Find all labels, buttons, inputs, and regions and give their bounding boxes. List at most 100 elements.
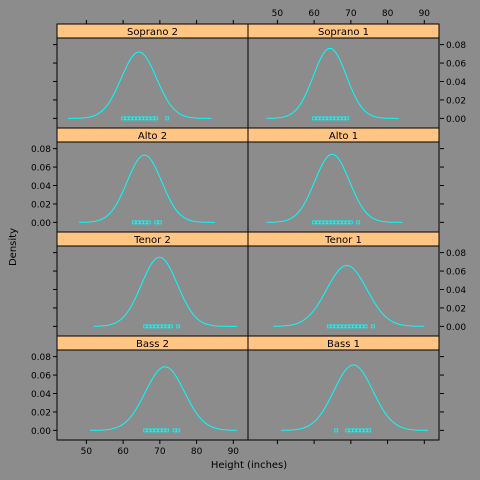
data-point-soprano-1-3 [323,116,328,121]
data-point-alto-2-2 [139,220,144,225]
panel-frame-alto-1 [247,127,440,233]
data-point-tenor-1-10 [363,324,368,329]
density-curve-bass-2 [90,366,237,431]
data-point-tenor-2-1 [146,324,151,329]
data-point-alto-1-8 [341,220,346,225]
data-point-alto-1-7 [337,220,342,225]
data-point-tenor-2-2 [150,324,155,329]
panel-soprano-2: Soprano 2 [56,23,249,129]
panel-alto-2: Alto 2 [56,127,249,233]
y-tick-label-bass-2-0: 0.00 [31,427,51,437]
data-point-bass-2-3 [154,428,159,433]
y-tick-label-soprano-1-2: 0.04 [446,78,466,88]
data-point-bass-2-6 [165,428,170,433]
panel-frame-tenor-1 [247,231,440,337]
y-tick-label-bass-2-1: 0.02 [31,408,51,418]
data-point-alto-1-9 [345,220,350,225]
panel-strip-label-tenor-1: Tenor 1 [324,235,362,246]
data-point-bass-2-5 [161,428,166,433]
data-point-bass-2-7 [172,428,177,433]
data-point-soprano-2-10 [165,116,170,121]
data-point-soprano-2-4 [135,116,140,121]
panel-strip-label-bass-1: Bass 1 [327,339,360,350]
data-point-soprano-1-2 [319,116,324,121]
data-point-bass-1-4 [356,428,361,433]
data-point-soprano-1-7 [337,116,342,121]
y-tick-label-tenor-1-4: 0.08 [446,249,466,259]
data-point-soprano-1-6 [334,116,339,121]
data-point-tenor-1-11 [370,324,375,329]
data-point-soprano-2-5 [139,116,144,121]
data-point-alto-2-0 [132,220,137,225]
data-point-tenor-1-2 [334,324,339,329]
data-point-tenor-2-5 [161,324,166,329]
panel-strip-label-soprano-1: Soprano 1 [318,27,369,38]
panel-frame-soprano-2 [56,23,249,129]
panel-frame-bass-2 [56,335,249,441]
data-point-bass-1-7 [367,428,372,433]
panels-layer: Soprano 2 Soprano 1 Alto 2 Alto 1 Tenor 2 Ten… [56,23,440,441]
y-axis-label: Density [8,228,19,266]
panel-soprano-1: Soprano 1 [247,23,440,129]
x-tick-label-top-4: 90 [419,9,431,19]
density-curve-tenor-1 [273,264,425,327]
data-point-tenor-2-4 [157,324,162,329]
data-point-soprano-1-9 [345,116,350,121]
panel-strip-label-alto-2: Alto 2 [138,131,167,142]
data-point-soprano-1-5 [330,116,335,121]
y-tick-label-bass-2-3: 0.06 [31,372,51,382]
x-tick-label-bottom-2: 70 [154,447,166,457]
panel-bass-2: Bass 2 [56,335,249,441]
data-point-tenor-2-3 [154,324,159,329]
x-tick-label-top-0: 50 [272,9,284,19]
data-point-tenor-2-8 [176,324,181,329]
y-tick-label-soprano-1-1: 0.02 [446,96,466,106]
y-tick-label-tenor-1-0: 0.00 [446,323,466,333]
density-curve-soprano-1 [266,47,399,119]
panel-frame-tenor-2 [56,231,249,337]
y-tick-label-alto-2-1: 0.02 [31,200,51,210]
data-point-alto-2-4 [146,220,151,225]
y-tick-label-soprano-1-0: 0.00 [446,115,466,125]
data-point-tenor-1-4 [341,324,346,329]
panel-strip-label-alto-1: Alto 1 [329,131,358,142]
panel-alto-1: Alto 1 [247,127,440,233]
data-point-tenor-1-6 [348,324,353,329]
data-point-tenor-1-9 [359,324,364,329]
panel-tenor-1: Tenor 1 [247,231,440,337]
x-tick-label-bottom-0: 50 [81,447,93,457]
data-point-soprano-2-0 [121,116,125,121]
data-point-bass-1-3 [352,428,357,433]
data-point-soprano-1-0 [312,116,317,121]
data-point-bass-2-0 [143,428,148,433]
data-point-tenor-1-1 [330,324,335,329]
data-point-tenor-1-3 [337,324,342,329]
data-point-bass-1-0 [334,428,339,433]
y-tick-label-alto-2-4: 0.08 [31,145,51,155]
data-point-soprano-1-8 [341,116,346,121]
data-point-tenor-1-5 [345,324,350,329]
data-point-bass-2-1 [146,428,151,433]
data-point-bass-1-6 [363,428,368,433]
panel-tenor-2: Tenor 2 [56,231,249,337]
density-curve-tenor-2 [93,256,237,327]
data-point-alto-1-11 [356,220,361,225]
data-point-alto-1-1 [315,220,320,225]
panel-frame-alto-2 [56,127,249,233]
data-point-bass-2-2 [150,428,155,433]
x-tick-label-bottom-1: 60 [117,447,129,457]
y-tick-label-tenor-1-1: 0.02 [446,304,466,314]
data-point-tenor-2-6 [165,324,170,329]
data-point-soprano-2-9 [154,116,159,121]
data-point-alto-2-3 [143,220,148,225]
density-curve-soprano-2 [68,51,212,119]
x-tick-label-top-2: 70 [345,9,357,19]
density-curve-alto-2 [79,154,215,223]
panel-bass-1: Bass 1 [247,335,440,441]
y-tick-label-tenor-1-3: 0.06 [446,268,466,278]
data-point-bass-1-5 [359,428,364,433]
data-point-alto-1-2 [319,220,324,225]
panel-frame-soprano-1 [247,23,440,129]
data-point-alto-1-10 [348,220,353,225]
data-point-bass-1-2 [348,428,353,433]
